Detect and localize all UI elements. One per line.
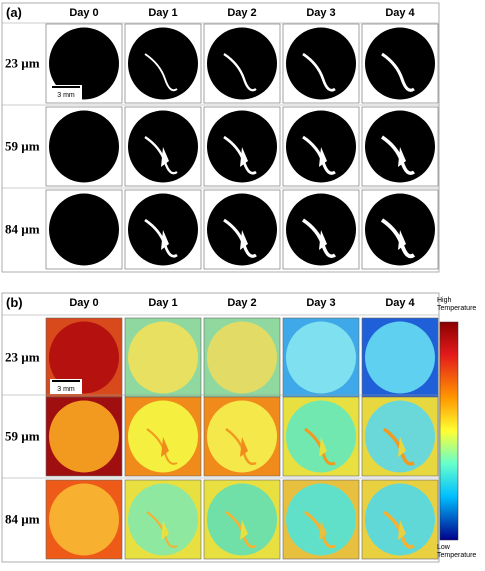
specimen	[128, 321, 198, 394]
specimen	[365, 483, 435, 556]
column-header: Day 4	[385, 7, 415, 19]
specimen	[207, 193, 277, 266]
column-header: Day 4	[385, 297, 415, 309]
column-header: Day 1	[148, 297, 177, 309]
specimen	[365, 27, 435, 100]
void	[161, 230, 169, 250]
specimen	[286, 27, 356, 100]
crack	[144, 53, 178, 92]
specimen	[49, 400, 119, 473]
row-label: 84 µm	[5, 512, 40, 527]
void	[398, 520, 406, 540]
void	[319, 230, 327, 250]
void	[240, 437, 248, 457]
specimen	[286, 400, 356, 473]
void	[240, 230, 248, 250]
crack	[223, 53, 257, 92]
void	[161, 520, 169, 540]
colorbar	[439, 321, 459, 541]
void	[398, 230, 406, 250]
specimen	[286, 193, 356, 266]
row-label: 23 µm	[5, 56, 40, 71]
specimen	[207, 110, 277, 183]
void	[240, 147, 248, 167]
specimen	[128, 193, 198, 266]
void	[319, 437, 327, 457]
specimen	[286, 483, 356, 556]
specimen	[128, 110, 198, 183]
specimen	[286, 110, 356, 183]
colorbar-low: Low Temperature	[437, 544, 477, 559]
specimen	[128, 483, 198, 556]
column-header: Day 0	[69, 297, 98, 309]
specimen	[365, 193, 435, 266]
specimen	[207, 27, 277, 100]
colorbar-high: High Temperature	[437, 297, 477, 312]
specimen	[207, 483, 277, 556]
row-label: 59 µm	[5, 139, 40, 154]
specimen	[49, 110, 119, 183]
column-header: Day 3	[306, 7, 335, 19]
column-header: Day 2	[227, 7, 256, 19]
column-header: Day 0	[69, 7, 98, 19]
specimen	[128, 27, 198, 100]
panel-frame	[1, 292, 440, 563]
scale-bar-label: 3 mm	[57, 92, 75, 99]
column-header: Day 1	[148, 7, 177, 19]
specimen	[207, 321, 277, 394]
void	[319, 520, 327, 540]
panel-frame	[1, 2, 440, 273]
specimen	[365, 110, 435, 183]
specimen	[365, 321, 435, 394]
void	[398, 147, 406, 167]
specimen	[286, 321, 356, 394]
scale-bar-label: 3 mm	[57, 386, 75, 393]
column-header: Day 3	[306, 297, 335, 309]
specimen	[49, 27, 119, 100]
row-label: 59 µm	[5, 429, 40, 444]
specimen	[365, 400, 435, 473]
row-label: 84 µm	[5, 222, 40, 237]
specimen	[128, 400, 198, 473]
void	[161, 147, 169, 167]
void	[240, 520, 248, 540]
panel-label: (b)	[6, 295, 23, 310]
scale-bar-box	[50, 85, 82, 100]
void	[319, 147, 327, 167]
specimen	[49, 321, 119, 394]
specimen	[207, 400, 277, 473]
void	[398, 437, 406, 457]
crack	[302, 52, 336, 92]
void	[161, 437, 169, 457]
crack	[381, 52, 415, 92]
scale-bar-box	[50, 379, 82, 394]
column-header: Day 2	[227, 297, 256, 309]
panel-label: (a)	[6, 5, 22, 20]
specimen	[49, 483, 119, 556]
row-label: 23 µm	[5, 350, 40, 365]
specimen	[49, 193, 119, 266]
